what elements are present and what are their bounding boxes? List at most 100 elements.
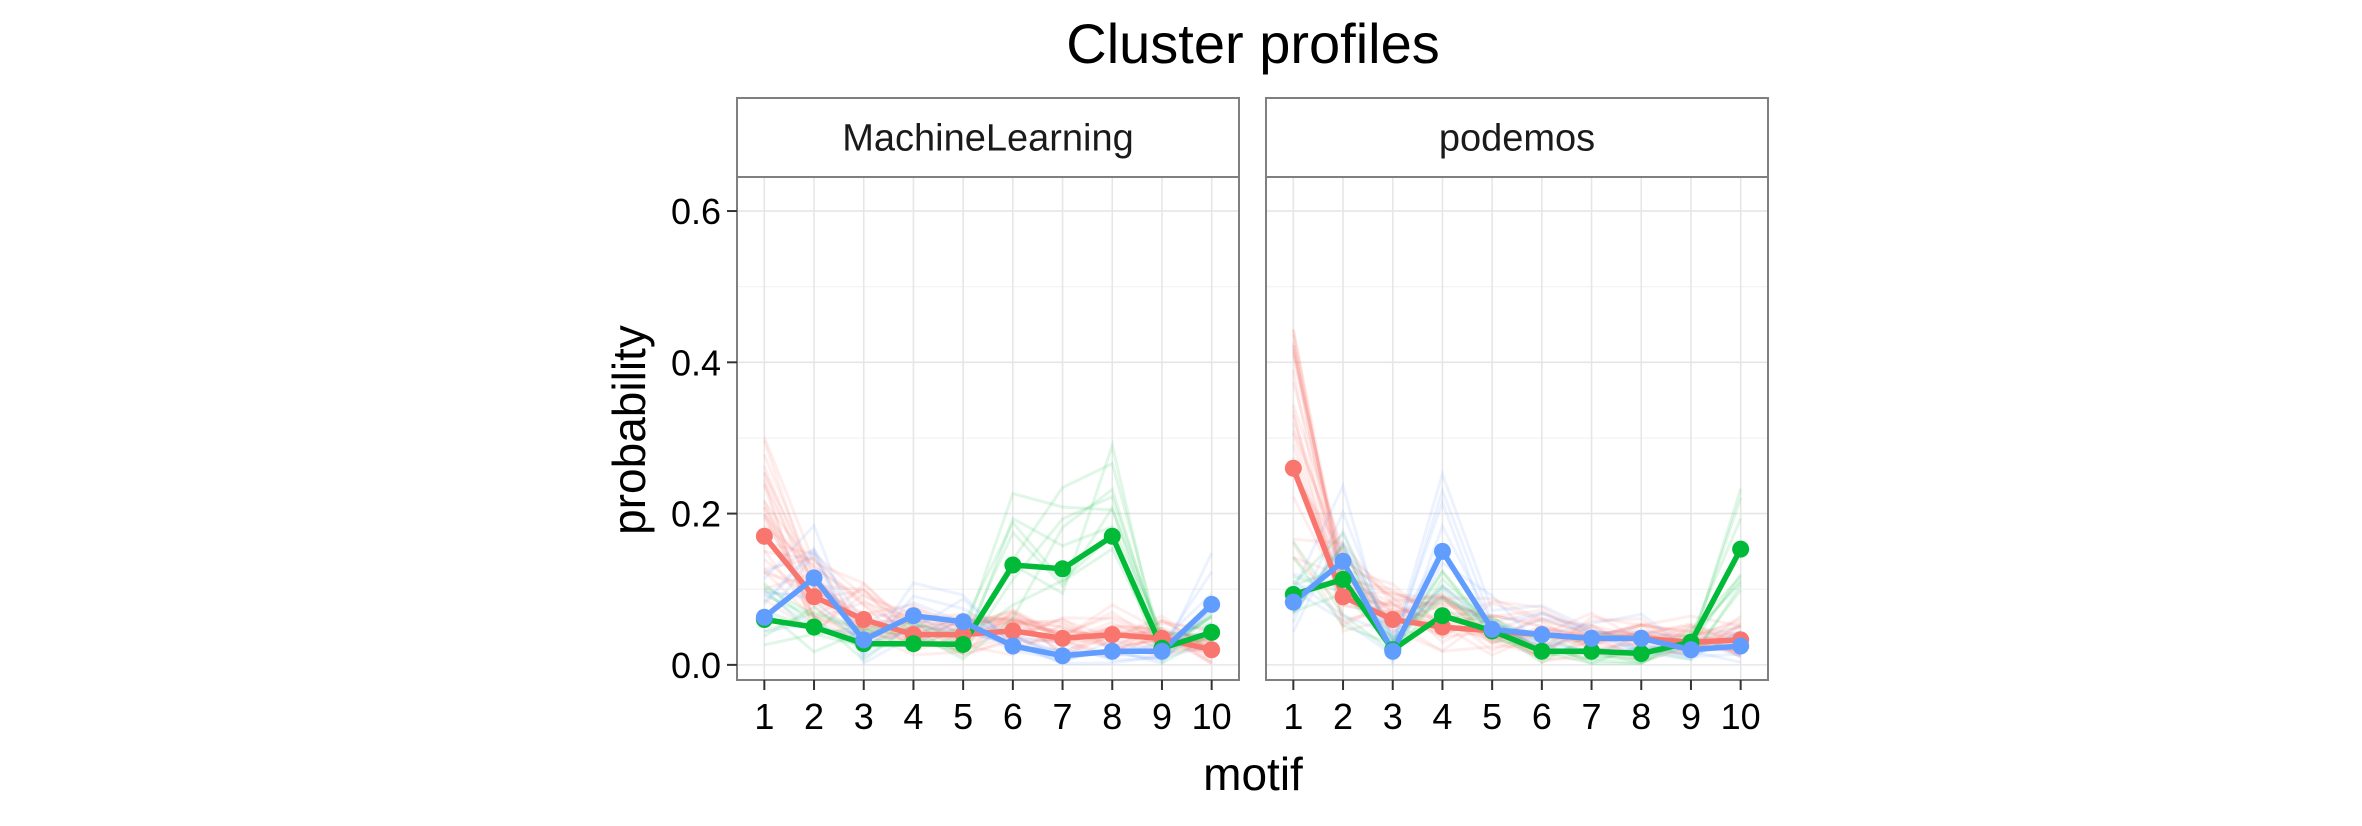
background-trace [763,516,1212,656]
background-trace [762,514,1212,650]
data-point [1334,588,1352,606]
x-tick-label: 6 [1003,696,1023,737]
x-tick-label: 6 [1532,696,1552,737]
x-tick-label: 9 [1681,696,1701,737]
data-point [1682,641,1700,659]
facet-strip [736,97,1240,178]
data-point [954,613,972,631]
y-tick-label: 0.6 [671,191,721,232]
y-tick-label: 0.4 [671,342,721,383]
data-point [954,635,972,653]
background-trace [762,454,1213,661]
data-point [1203,595,1221,613]
background-trace [763,491,1213,662]
data-point [805,618,823,636]
data-point [1054,647,1072,665]
data-point [1583,642,1601,660]
data-point [805,588,823,606]
facet-panel-1: MachineLearning 1 2 3 4 5 6 7 8 9 10 0.0 0.2 0.4 0.6 [671,97,1240,737]
facet-strip-label: MachineLearning [842,118,1134,160]
data-point [1054,560,1072,578]
x-tick-label: 7 [1582,696,1602,737]
background-trace [1292,560,1742,658]
background-trace [1292,497,1742,661]
background-trace [762,471,1212,642]
x-tick-label: 10 [1192,696,1232,737]
data-point [1203,623,1221,641]
data-point [1004,637,1022,655]
background-trace [1292,497,1743,665]
series-line-3 [1291,548,1741,655]
data-point [855,631,873,649]
background-trace [1291,354,1742,641]
background-trace [763,549,1213,662]
y-axis-title: probability [603,325,655,535]
series-line-2 [763,533,1213,651]
data-point [1632,645,1650,663]
background-trace [763,546,1214,666]
x-tick-label: 8 [1102,696,1122,737]
x-tick-label: 9 [1152,696,1172,737]
data-point [1433,542,1451,560]
x-tick-label: 2 [1333,696,1353,737]
background-trace [1291,344,1741,664]
background-trace [763,533,1213,666]
x-tick-label: 4 [903,696,923,737]
x-tick-label: 1 [754,696,774,737]
data-point [1533,642,1551,660]
background-trace [763,524,1213,662]
data-point [1004,622,1022,640]
facet-panel-2: podemos 1 2 3 4 5 6 7 8 9 10 [1265,97,1769,737]
background-trace [762,499,1213,650]
x-tick-label: 3 [1383,696,1403,737]
data-point [1334,570,1352,588]
facet-strip-label: podemos [1439,118,1595,160]
data-point [1533,626,1551,644]
panel-border [1265,176,1769,681]
data-point [1103,527,1121,545]
data-point [1732,637,1750,655]
chart-title: Cluster profiles [1066,12,1439,75]
data-point [1153,642,1171,660]
background-trace [763,570,1213,654]
data-point [1632,629,1650,647]
background-trace [762,440,1212,657]
background-trace [1291,348,1742,657]
data-point [1054,629,1072,647]
data-point [1732,540,1750,558]
background-trace [763,549,1212,654]
x-tick-label: 5 [1482,696,1502,737]
x-tick-label: 8 [1631,696,1651,737]
data-point [755,527,773,545]
background-trace [764,589,1213,665]
data-point [755,608,773,626]
data-point [1284,593,1302,611]
data-point [1384,610,1402,628]
data-point [855,610,873,628]
data-point [904,607,922,625]
y-tick-label: 0.0 [671,645,721,686]
background-trace [762,482,1213,664]
data-point [1284,459,1302,477]
data-point [1583,629,1601,647]
data-point [904,635,922,653]
x-tick-label: 2 [804,696,824,737]
data-point [1103,642,1121,660]
data-point [1433,607,1451,625]
panel-border [736,176,1240,681]
background-trace [764,550,1212,654]
background-trace [763,590,1213,660]
background-trace [763,486,1213,661]
series-line-3 [762,575,1214,659]
data-point [1103,626,1121,644]
y-tick-label: 0.2 [671,494,721,535]
x-axis-title: motif [1203,748,1303,800]
data-point [1384,642,1402,660]
x-tick-label: 10 [1721,696,1761,737]
data-point [1334,552,1352,570]
background-trace [763,556,1212,661]
data-point [1483,620,1501,638]
data-point [1203,641,1221,659]
